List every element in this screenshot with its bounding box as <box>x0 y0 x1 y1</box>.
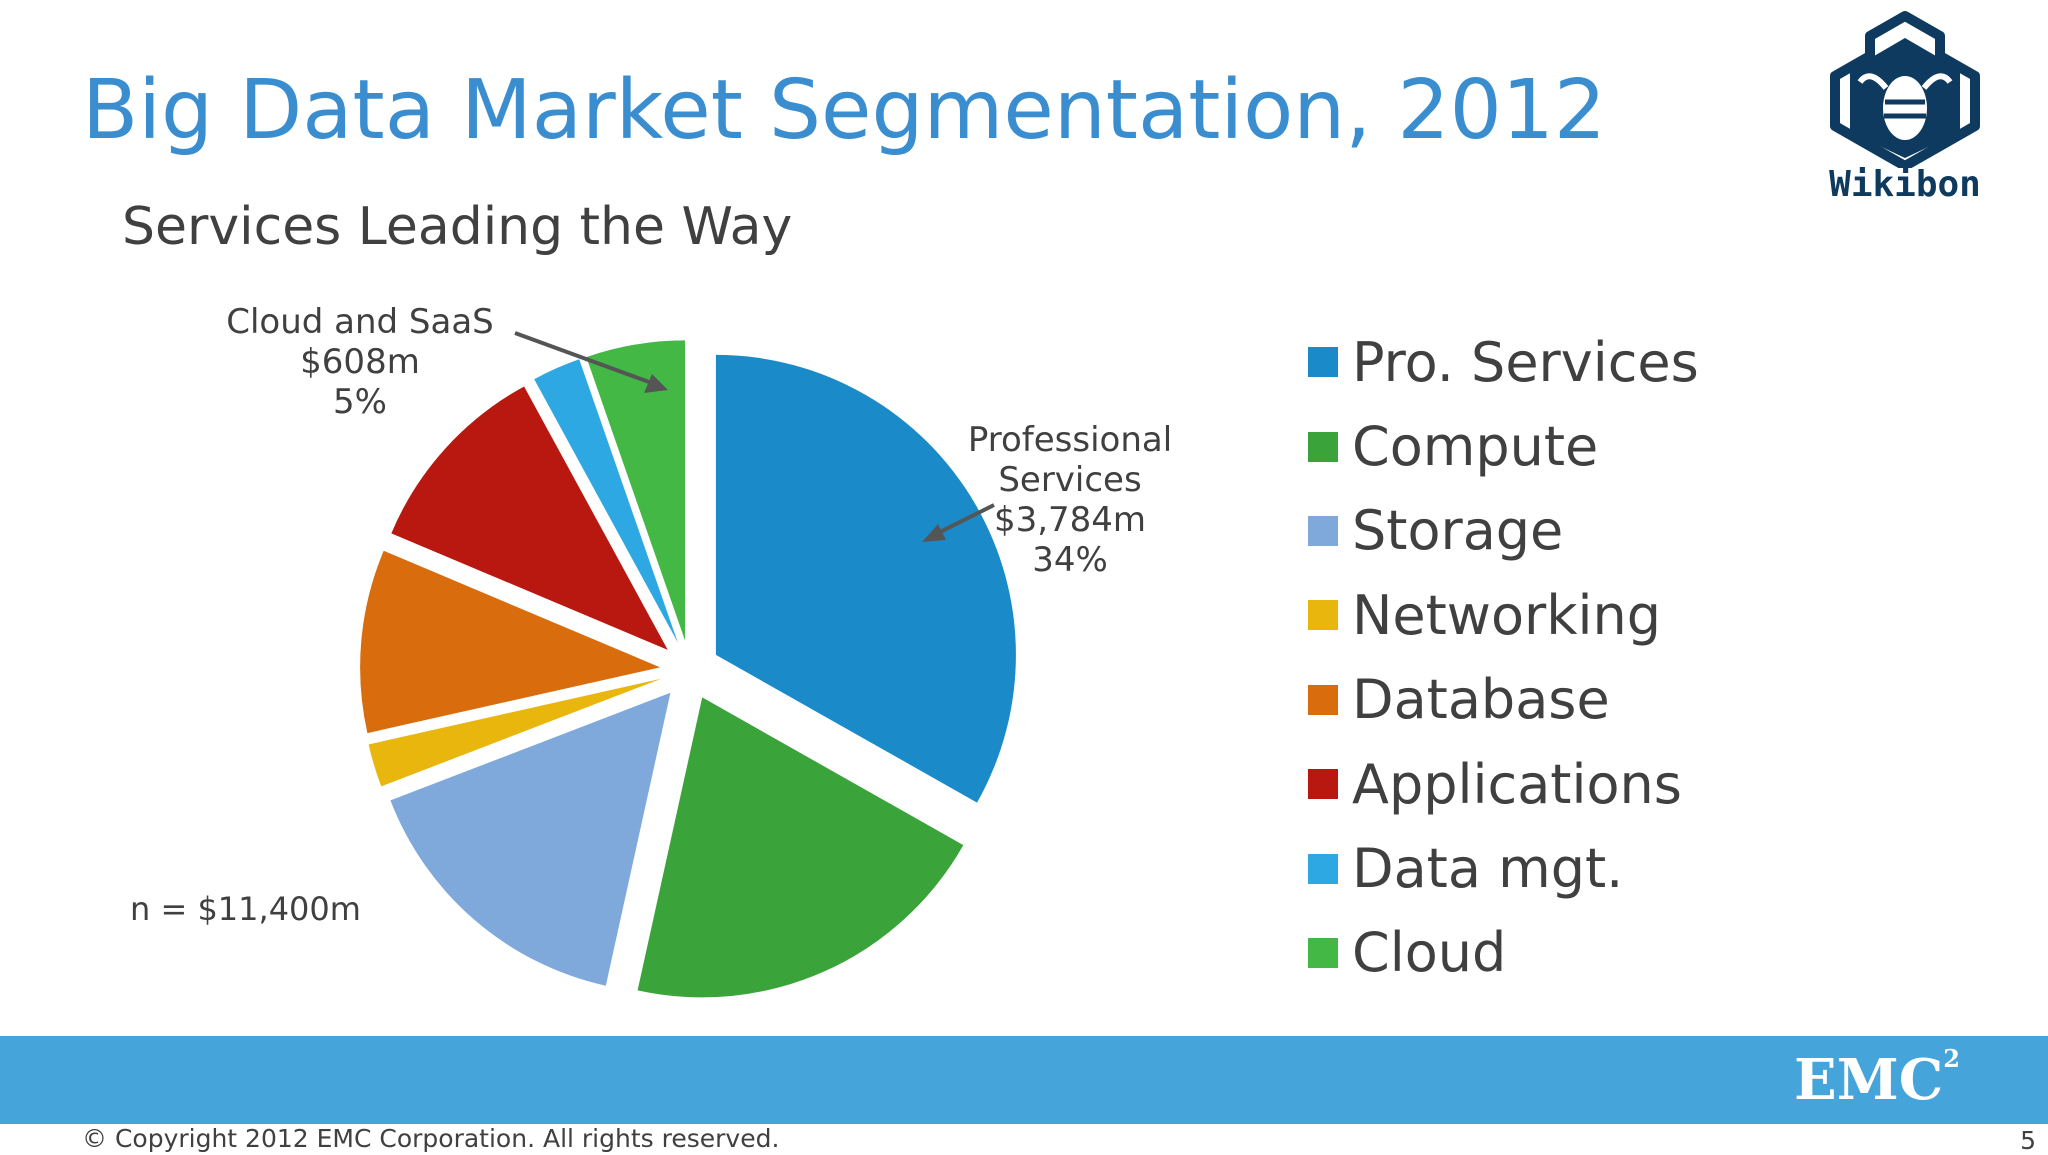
chart-legend: Pro. Services Compute Storage Networking Dat… <box>1308 320 1699 995</box>
legend-item-data-mgt: Data mgt. <box>1308 826 1699 910</box>
professional-annotation: Professional Services $3,784m 34% <box>930 420 1210 580</box>
legend-swatch-networking <box>1308 600 1338 631</box>
wikibon-wordmark: Wikibon <box>1829 164 1981 205</box>
pie-slice-compute <box>637 697 964 998</box>
legend-swatch-applications <box>1308 769 1338 800</box>
legend-swatch-cloud <box>1308 937 1338 968</box>
professional-annotation-arrow <box>933 503 995 537</box>
legend-label-compute: Compute <box>1352 415 1599 479</box>
footer-band: EMC2 <box>0 1036 2048 1124</box>
legend-item-networking: Networking <box>1308 573 1699 657</box>
legend-swatch-pro-services <box>1308 347 1338 378</box>
pie-slice-networking <box>368 678 662 787</box>
legend-label-storage: Storage <box>1352 499 1564 563</box>
legend-label-networking: Networking <box>1352 583 1661 647</box>
pie-slice-pro-services <box>715 354 1016 803</box>
pie-slice-applications <box>391 386 668 650</box>
pie-slice-data-mgt <box>534 359 678 643</box>
legend-label-applications: Applications <box>1352 752 1682 816</box>
pie-slice-cloud <box>586 340 685 641</box>
legend-item-compute: Compute <box>1308 404 1699 488</box>
legend-label-data-mgt: Data mgt. <box>1352 837 1624 901</box>
wikibon-hive-icon <box>1830 11 1980 171</box>
legend-swatch-database <box>1308 684 1338 715</box>
cloud-annotation-arrow <box>514 331 661 388</box>
pie-slice-storage <box>390 692 671 986</box>
cloud-annotation-value: $608m <box>300 342 420 382</box>
emc-wordmark: EMC <box>1794 1047 1944 1113</box>
legend-item-cloud: Cloud <box>1308 911 1699 995</box>
professional-annotation-label: Professional <box>967 420 1173 460</box>
legend-swatch-storage <box>1308 515 1338 546</box>
cloud-annotation-label: Cloud and SaaS <box>226 302 494 342</box>
copyright-notice: © Copyright 2012 EMC Corporation. All ri… <box>82 1124 780 1153</box>
professional-annotation-label-2: Services <box>998 460 1142 500</box>
professional-annotation-value: $3,784m <box>993 500 1147 540</box>
legend-item-storage: Storage <box>1308 489 1699 573</box>
slide-title: Big Data Market Segmentation, 2012 <box>82 63 1607 158</box>
legend-item-applications: Applications <box>1308 742 1699 826</box>
legend-item-pro-services: Pro. Services <box>1308 320 1699 404</box>
wikibon-logo: Wikibon <box>1800 8 2010 208</box>
professional-annotation-percent: 34% <box>1032 540 1108 580</box>
legend-label-database: Database <box>1352 668 1610 732</box>
cloud-annotation-percent: 5% <box>333 382 387 422</box>
professional-annotation-arrowhead <box>922 524 946 542</box>
legend-swatch-data-mgt <box>1308 853 1338 884</box>
cloud-annotation: Cloud and SaaS $608m 5% <box>200 302 520 422</box>
cloud-annotation-arrowhead <box>644 374 668 393</box>
sample-size-note: n = $11,400m <box>130 890 361 928</box>
slide-subtitle: Services Leading the Way <box>122 197 793 257</box>
pie-slice-database <box>360 550 661 734</box>
legend-label-cloud: Cloud <box>1352 921 1507 985</box>
emc-logo: EMC2 <box>1794 1044 1960 1116</box>
page-number: 5 <box>2020 1126 2036 1155</box>
legend-swatch-compute <box>1308 431 1338 462</box>
emc-superscript: 2 <box>1943 1044 1960 1073</box>
legend-item-database: Database <box>1308 658 1699 742</box>
legend-label-pro-services: Pro. Services <box>1352 330 1699 394</box>
